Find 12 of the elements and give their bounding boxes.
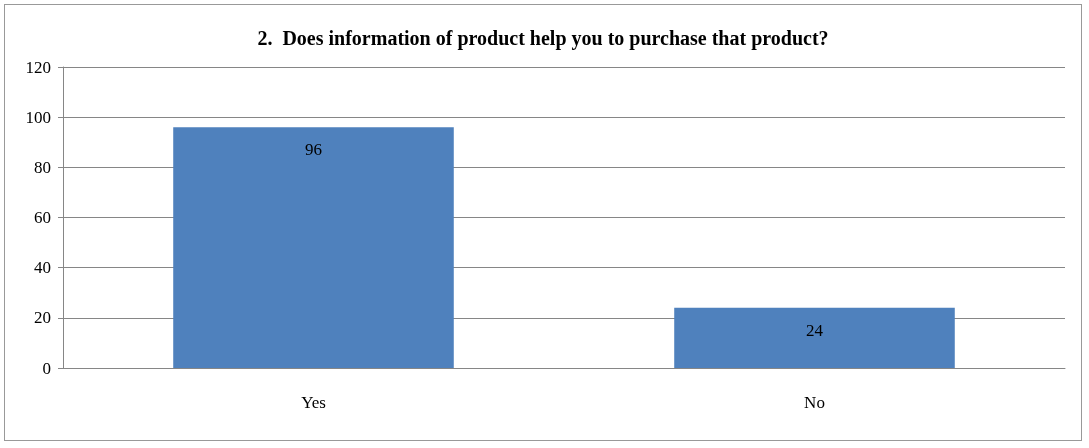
chart-title: 2. Does information of product help you to purchase that product?: [257, 27, 829, 50]
y-tick-label: 100: [25, 107, 51, 127]
y-tick-label: 40: [34, 258, 51, 278]
y-tick-label: 80: [34, 157, 51, 177]
y-tick-label: 0: [42, 358, 51, 378]
x-tick-label: Yes: [301, 393, 326, 412]
data-label: 24: [806, 320, 824, 340]
data-label: 96: [305, 140, 322, 160]
y-tick-label: 120: [25, 57, 51, 77]
y-tick-label: 20: [34, 308, 51, 328]
x-tick-label: No: [804, 393, 825, 412]
y-tick-label: 60: [34, 208, 51, 227]
